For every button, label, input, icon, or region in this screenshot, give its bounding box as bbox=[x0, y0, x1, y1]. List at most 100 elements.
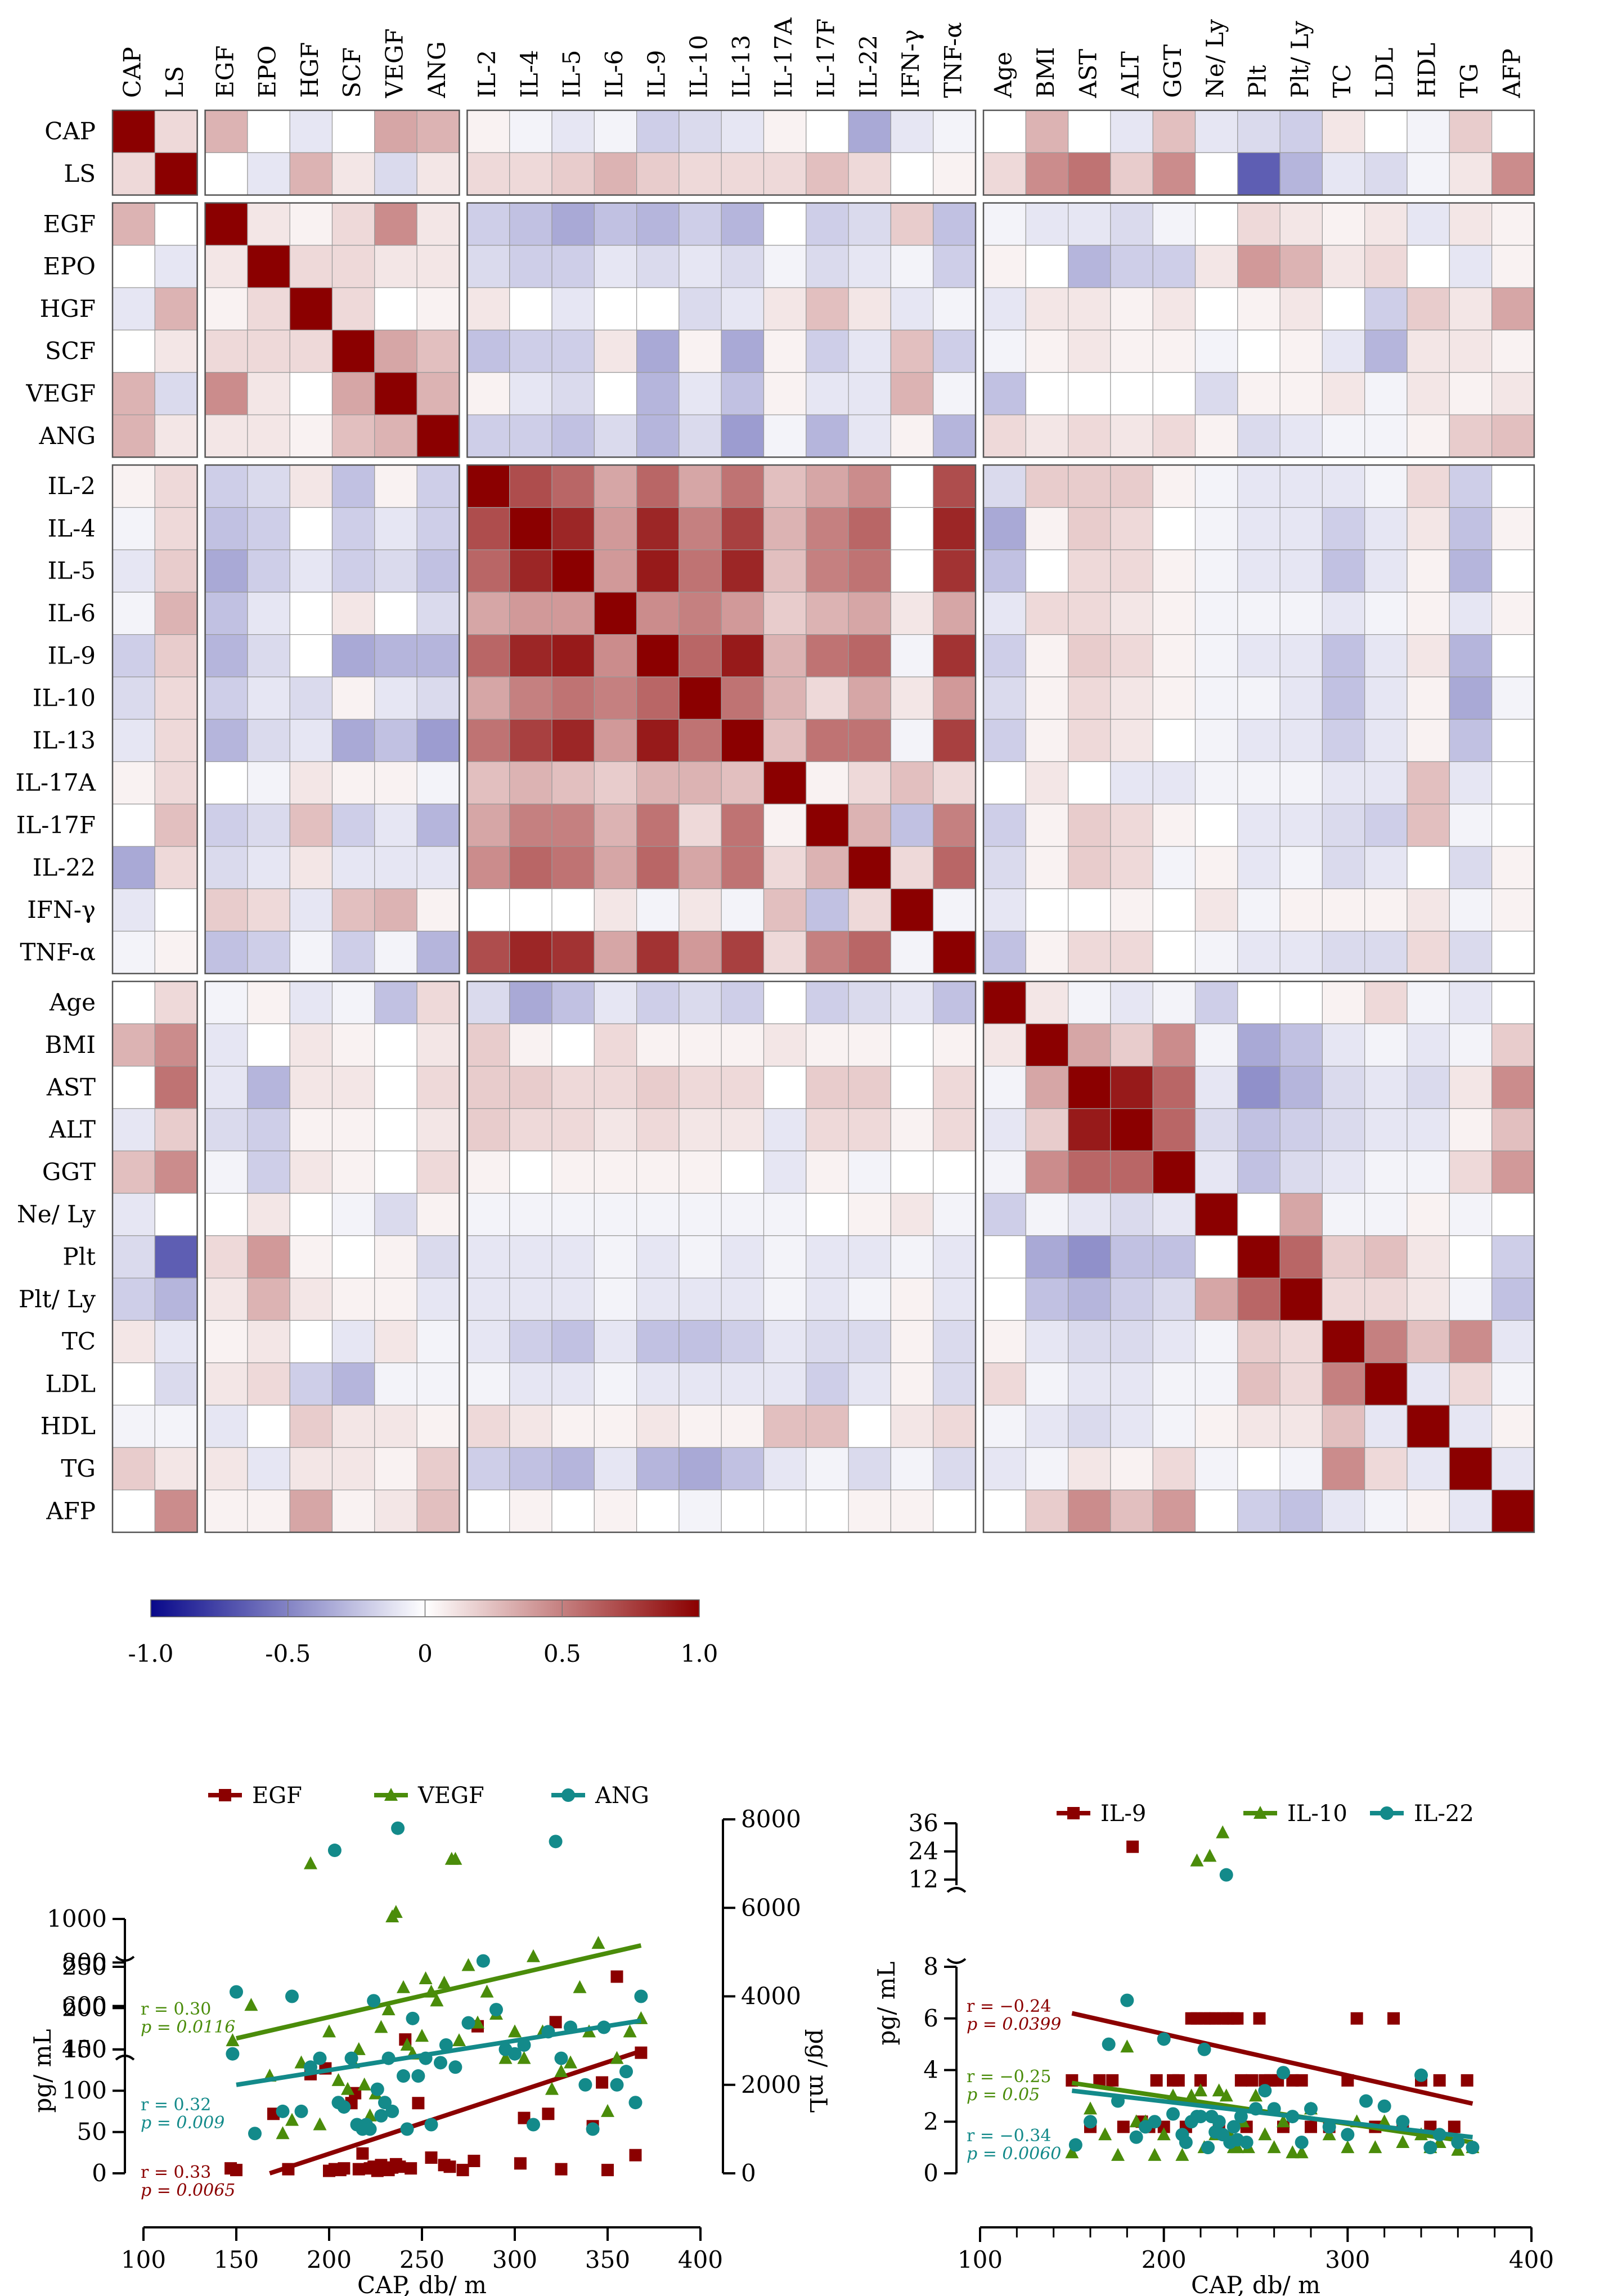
heatmap-cell bbox=[416, 1447, 460, 1491]
heatmap-cell bbox=[416, 1277, 460, 1321]
heatmap-cell bbox=[374, 676, 417, 720]
heatmap-cell bbox=[1491, 719, 1535, 763]
heatmap-cell bbox=[247, 287, 290, 331]
data-point-vegf bbox=[573, 1980, 587, 1993]
x-tick-label: 100 bbox=[121, 2246, 166, 2273]
heatmap-cell bbox=[763, 1023, 807, 1067]
heatmap-cell bbox=[551, 761, 595, 805]
heatmap-cell bbox=[806, 888, 849, 932]
heatmap-cell bbox=[205, 329, 248, 373]
y-tick-label: 6 bbox=[923, 2004, 938, 2032]
heatmap-cell bbox=[416, 804, 460, 847]
data-point-egf bbox=[610, 1970, 623, 1983]
heatmap-cell bbox=[1025, 846, 1069, 889]
data-point-vegf bbox=[480, 1984, 494, 1998]
heatmap-column-label: Age bbox=[990, 52, 1017, 98]
heatmap-cell bbox=[466, 1277, 510, 1321]
heatmap-block-border bbox=[111, 980, 198, 1533]
heatmap-cell bbox=[1110, 1320, 1153, 1364]
heatmap-cell bbox=[1279, 1362, 1323, 1406]
heatmap-cell bbox=[721, 981, 765, 1024]
heatmap-cell bbox=[1194, 1235, 1238, 1279]
heatmap-cell bbox=[594, 245, 637, 288]
heatmap-cell bbox=[1067, 203, 1111, 246]
heatmap-cell bbox=[1407, 1405, 1450, 1448]
heatmap-cell bbox=[1152, 245, 1196, 288]
data-point-il-10 bbox=[1267, 2140, 1281, 2154]
heatmap-cell bbox=[983, 804, 1026, 847]
heatmap-column-label: IL-9 bbox=[643, 50, 670, 98]
heatmap-cell bbox=[551, 981, 595, 1024]
heatmap-cell bbox=[1491, 287, 1535, 331]
heatmap-cell bbox=[331, 1235, 375, 1279]
data-point-egf bbox=[518, 2111, 531, 2124]
data-point-il-22 bbox=[1219, 1868, 1233, 1882]
heatmap-cell bbox=[721, 676, 765, 720]
heatmap-cell bbox=[416, 634, 460, 678]
heatmap-cell bbox=[289, 1108, 333, 1151]
heatmap-cell bbox=[679, 152, 722, 196]
heatmap-cell bbox=[636, 1320, 680, 1364]
heatmap-cell bbox=[1322, 1235, 1365, 1279]
heatmap-cell bbox=[1322, 888, 1365, 932]
data-point-il-9 bbox=[1117, 2120, 1130, 2133]
heatmap-cell bbox=[1067, 549, 1111, 593]
heatmap-cell bbox=[1491, 1320, 1535, 1364]
heatmap-cell bbox=[763, 414, 807, 458]
heatmap-cell bbox=[1194, 1447, 1238, 1491]
heatmap-cell bbox=[1279, 846, 1323, 889]
heatmap-cell bbox=[1067, 464, 1111, 508]
heatmap-cell bbox=[1025, 1023, 1069, 1067]
heatmap-cell bbox=[154, 1320, 198, 1364]
heatmap-cell bbox=[1194, 676, 1238, 720]
heatmap-cell bbox=[763, 591, 807, 635]
heatmap-column-label: EPO bbox=[254, 46, 281, 98]
heatmap-cell bbox=[289, 245, 333, 288]
heatmap-cell bbox=[1491, 152, 1535, 196]
heatmap-cell bbox=[933, 245, 976, 288]
heatmap-cell bbox=[289, 846, 333, 889]
heatmap-column-label: IL-17F bbox=[812, 19, 839, 98]
heatmap-cell bbox=[594, 1490, 637, 1533]
heatmap-cell bbox=[509, 1405, 552, 1448]
heatmap-cell bbox=[1364, 549, 1408, 593]
heatmap-cell bbox=[848, 719, 891, 763]
heatmap-cell bbox=[1067, 1235, 1111, 1279]
heatmap-row-label: IL-22 bbox=[33, 854, 96, 881]
heatmap-column-label: IL-22 bbox=[855, 35, 882, 98]
heatmap-cell bbox=[416, 931, 460, 974]
heatmap-cell bbox=[933, 846, 976, 889]
data-point-ang bbox=[374, 2109, 388, 2123]
data-point-ang bbox=[610, 2078, 624, 2092]
heatmap-cell bbox=[374, 888, 417, 932]
heatmap-block-border bbox=[982, 464, 1535, 975]
heatmap-cell bbox=[289, 329, 333, 373]
heatmap-cell bbox=[1025, 245, 1069, 288]
heatmap-cell bbox=[289, 676, 333, 720]
heatmap-column-label: AFP bbox=[1498, 48, 1525, 98]
heatmap-cell bbox=[763, 804, 807, 847]
heatmap-cell bbox=[806, 549, 849, 593]
data-point-ang bbox=[294, 2104, 308, 2118]
heatmap-cell bbox=[1152, 846, 1196, 889]
data-point-il-22 bbox=[1068, 2138, 1082, 2152]
heatmap-cell bbox=[1237, 1108, 1280, 1151]
heatmap-cell bbox=[983, 931, 1026, 974]
heatmap-cell bbox=[466, 1065, 510, 1109]
heatmap-block-border bbox=[111, 202, 198, 458]
heatmap-cell bbox=[331, 507, 375, 550]
heatmap-cell bbox=[806, 761, 849, 805]
heatmap-cell bbox=[848, 846, 891, 889]
p-annotation: p = 0.05 bbox=[967, 2085, 1040, 2105]
heatmap-cell bbox=[331, 1447, 375, 1491]
heatmap-cell bbox=[509, 676, 552, 720]
heatmap-cell bbox=[890, 152, 934, 196]
heatmap-cell bbox=[1407, 1362, 1450, 1406]
heatmap-cell bbox=[679, 1065, 722, 1109]
heatmap-cell bbox=[1110, 1405, 1153, 1448]
heatmap-column-label: IL-4 bbox=[515, 50, 543, 98]
legend-marker bbox=[1067, 1807, 1080, 1819]
heatmap-cell bbox=[1237, 888, 1280, 932]
heatmap-cell bbox=[806, 804, 849, 847]
heatmap-cell bbox=[1067, 931, 1111, 974]
